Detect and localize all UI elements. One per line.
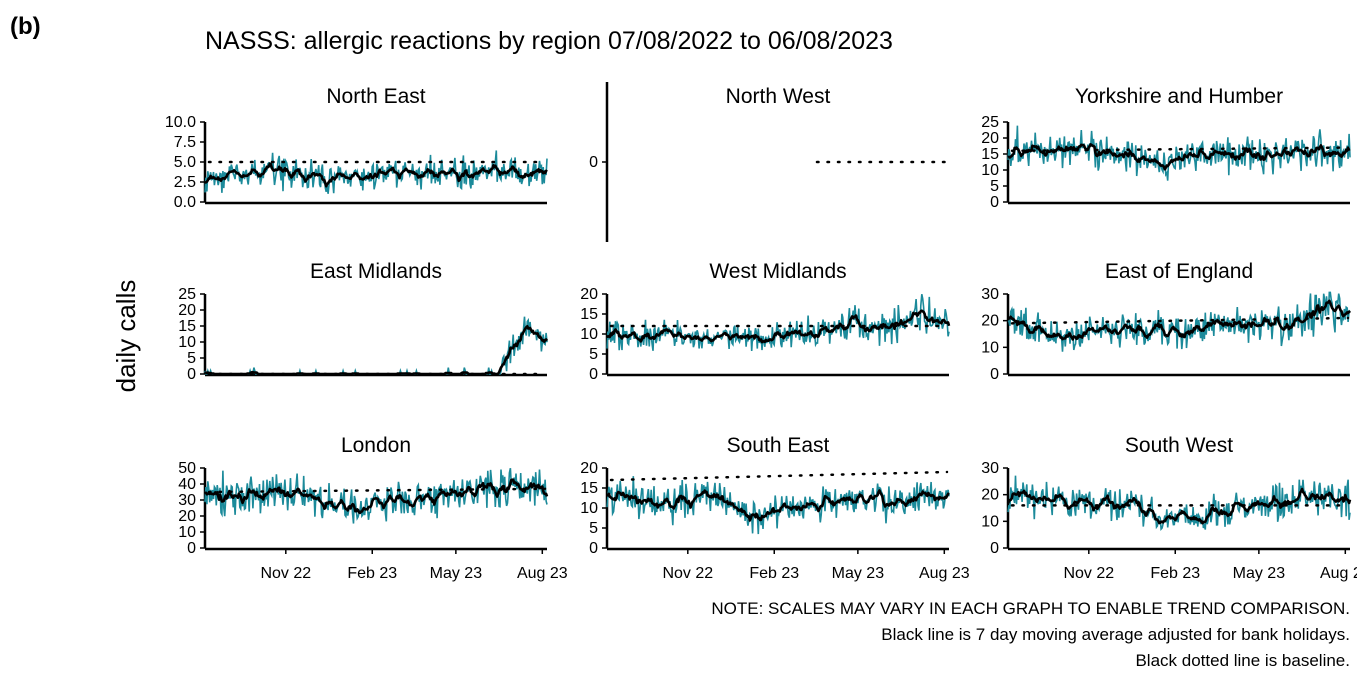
- y-tick-label: 7.5: [174, 134, 196, 151]
- x-tick-label: Nov 22: [1063, 565, 1114, 582]
- y-tick-label: 0.0: [174, 194, 196, 211]
- y-tick-label: 20: [981, 313, 999, 330]
- y-tick-label: 30: [981, 460, 999, 477]
- y-tick-label: 25: [981, 114, 999, 131]
- daily-calls-line: [1007, 475, 1351, 532]
- daily-calls-line: [204, 316, 548, 375]
- y-tick-label: 10: [981, 162, 999, 179]
- x-tick-label: Aug 23: [919, 565, 970, 582]
- x-tick-label: Feb 23: [749, 565, 799, 582]
- y-tick-label: 20: [178, 508, 196, 525]
- moving-average-line: [606, 489, 950, 522]
- y-tick-label: 10: [178, 334, 196, 351]
- y-tick-label: 20: [580, 460, 598, 477]
- y-tick-label: 50: [178, 460, 196, 477]
- moving-average-line: [204, 162, 548, 188]
- y-tick-label: 30: [178, 492, 196, 509]
- panel-title: South West: [1125, 434, 1233, 457]
- moving-average-line: [1006, 299, 1352, 341]
- x-tick-label: May 23: [430, 565, 483, 582]
- y-tick-label: 15: [981, 146, 999, 163]
- y-tick-label: 10: [981, 513, 999, 530]
- panel-title: North East: [326, 85, 425, 108]
- y-tick-label: 40: [178, 476, 196, 493]
- y-tick-label: 0: [589, 366, 598, 383]
- y-tick-label: 10: [580, 500, 598, 517]
- y-tick-label: 20: [981, 130, 999, 147]
- note-line-2: Black line is 7 day moving average adjus…: [881, 625, 1350, 644]
- x-tick-label: Feb 23: [1150, 565, 1200, 582]
- y-tick-label: 10: [178, 524, 196, 541]
- y-tick-label: 0: [589, 540, 598, 557]
- panel: South East 0 5 10 15 20 Nov 22 Feb 23 May 23 Aug …: [580, 434, 970, 582]
- moving-average-line: [605, 309, 951, 344]
- y-tick-label: 10: [981, 339, 999, 356]
- y-tick-label: 15: [580, 306, 598, 323]
- x-tick-label: Aug 23: [517, 565, 568, 582]
- x-tick-label: May 23: [832, 565, 885, 582]
- y-tick-label: 10: [580, 326, 598, 343]
- x-tick-label: Nov 22: [662, 565, 713, 582]
- y-tick-label: 5.0: [174, 154, 196, 171]
- y-tick-label: 15: [178, 318, 196, 335]
- baseline-line: [1010, 146, 1350, 153]
- panel-title: Yorkshire and Humber: [1075, 85, 1283, 108]
- figure-title: NASSS: allergic reactions by region 07/0…: [205, 27, 893, 55]
- moving-average-line: [204, 325, 549, 376]
- y-tick-label: 5: [187, 350, 196, 367]
- panel: West Midlands 0 5 10 15 20: [580, 260, 951, 383]
- daily-calls-line: [1007, 291, 1351, 352]
- y-tick-label: 5: [589, 520, 598, 537]
- y-tick-label: 15: [580, 480, 598, 497]
- baseline-line: [207, 487, 547, 494]
- panel-title: South East: [727, 434, 830, 457]
- y-axis-label: daily calls: [111, 280, 141, 393]
- moving-average-line: [204, 478, 549, 515]
- panel: East of England 0 10 20 30: [981, 260, 1352, 383]
- x-tick-label: May 23: [1233, 565, 1286, 582]
- x-tick-label: Aug 23: [1320, 565, 1357, 582]
- panel-title: North West: [726, 85, 831, 108]
- y-tick-label: 20: [580, 286, 598, 303]
- baseline-line: [609, 470, 949, 482]
- panel-label: (b): [10, 13, 41, 40]
- daily-calls-line: [606, 294, 950, 352]
- y-tick-label: 25: [178, 286, 196, 303]
- y-tick-label: 0: [990, 366, 999, 383]
- panel-title: East Midlands: [310, 260, 442, 283]
- note-line-3: Black dotted line is baseline.: [1135, 651, 1350, 670]
- panel-title: East of England: [1105, 260, 1253, 283]
- x-tick-label: Feb 23: [347, 565, 397, 582]
- moving-average-line: [1006, 487, 1352, 525]
- y-tick-label: 0: [990, 540, 999, 557]
- panel: North East 0.0 2.5 5.0 7.5 10.0: [165, 85, 548, 211]
- daily-calls-line: [1007, 125, 1351, 181]
- x-tick-label: Nov 22: [260, 565, 311, 582]
- y-tick-label: 5: [990, 178, 999, 195]
- y-tick-label: 30: [981, 286, 999, 303]
- y-tick-label: 20: [178, 302, 196, 319]
- panel-title: West Midlands: [709, 260, 846, 283]
- baseline-line: [1010, 316, 1350, 325]
- y-tick-label: 0: [990, 194, 999, 211]
- panel: South West 0 10 20 30 Nov 22 Feb 23 May 23 Aug 2…: [981, 434, 1357, 582]
- y-tick-label: 0: [589, 154, 598, 171]
- y-tick-label: 5: [589, 346, 598, 363]
- y-tick-label: 10.0: [165, 114, 196, 131]
- panel-title: London: [341, 434, 411, 457]
- note-line-1: NOTE: SCALES MAY VARY IN EACH GRAPH TO E…: [711, 599, 1350, 618]
- panel: North West 0: [589, 82, 949, 242]
- y-tick-label: 20: [981, 487, 999, 504]
- y-tick-label: 0: [187, 540, 196, 557]
- y-tick-label: 2.5: [174, 174, 196, 191]
- y-tick-label: 0: [187, 366, 196, 383]
